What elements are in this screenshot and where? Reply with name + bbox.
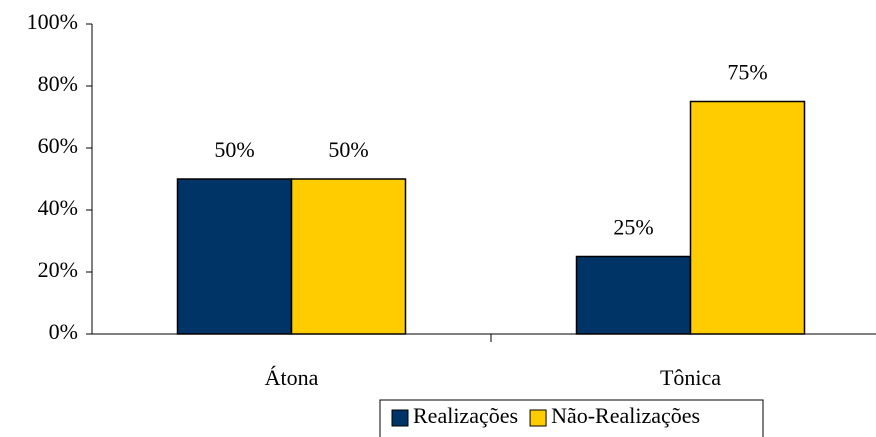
value-label: 25% xyxy=(613,215,653,240)
bar xyxy=(290,178,407,335)
legend-label: Realizações xyxy=(413,403,518,428)
y-tick-label: 20% xyxy=(38,257,78,282)
y-tick-label: 0% xyxy=(49,319,78,344)
legend: Realizações Não-Realizações xyxy=(379,399,764,437)
y-tick-label: 60% xyxy=(38,133,78,158)
x-tick-label: Átona xyxy=(265,365,319,390)
bar xyxy=(575,255,692,335)
value-label: 50% xyxy=(214,137,254,162)
y-tick-label: 40% xyxy=(38,195,78,220)
y-tick-label: 80% xyxy=(38,71,78,96)
legend-swatch xyxy=(391,409,409,427)
bar xyxy=(689,100,806,335)
legend-label: Não-Realizações xyxy=(551,403,700,428)
legend-box xyxy=(379,399,764,437)
bar xyxy=(176,178,293,335)
y-tick-label: 100% xyxy=(27,9,78,34)
value-label: 50% xyxy=(328,137,368,162)
legend-swatch xyxy=(529,409,547,427)
x-tick-label: Tônica xyxy=(660,365,721,390)
value-label: 75% xyxy=(727,60,767,85)
